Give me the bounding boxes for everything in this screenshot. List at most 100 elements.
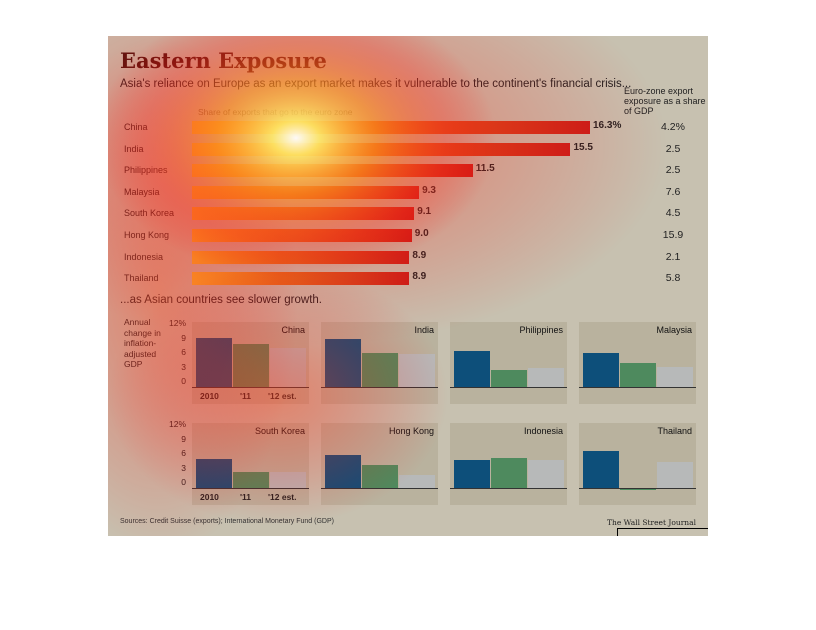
gdp-exposure-value: 7.6	[665, 185, 681, 198]
export-share-bar	[192, 142, 571, 156]
y-tick-label: 0	[181, 477, 186, 487]
growth-panel: South Korea 2010 '11 '12 est.	[192, 423, 309, 505]
country-label: China	[124, 122, 148, 132]
panel-country-name: Thailand	[657, 426, 692, 436]
export-share-bar	[192, 272, 410, 286]
panel-baseline	[192, 488, 309, 489]
growth-bar	[657, 366, 693, 388]
x-tick-label: '11	[240, 391, 252, 401]
credit-rule-tick	[617, 528, 618, 536]
y-tick-label: 9	[181, 332, 186, 343]
panel-country-name: South Korea	[254, 426, 305, 436]
y-tick-label: 6	[181, 347, 186, 357]
growth-bar	[583, 353, 619, 388]
panel-baseline	[192, 387, 309, 388]
country-label: India	[124, 143, 144, 154]
bar-value-label: 9.1	[417, 206, 432, 218]
panel-country-name: Malaysia	[656, 325, 692, 335]
growth-bar	[270, 348, 306, 388]
country-label: Hong Kong	[124, 230, 170, 240]
export-share-bar	[192, 250, 410, 264]
gdp-column-header: Euro-zone export exposure as a share of …	[624, 86, 706, 116]
panel-baseline	[579, 387, 696, 388]
publisher-credit: The Wall Street Journal	[606, 518, 696, 527]
growth-bar	[196, 337, 232, 388]
growth-bar	[399, 354, 435, 388]
bar-value-label: 8.9	[412, 249, 427, 261]
sources-note: Sources: Credit Suisse (exports); Intern…	[120, 518, 334, 525]
growth-panel: Hong Kong	[321, 423, 438, 505]
y-tick-label: 12%	[168, 419, 186, 429]
growth-bar	[362, 352, 398, 388]
bar-axis-note: Share of exports that go to the euro zon…	[198, 107, 353, 117]
growth-bar	[454, 459, 490, 489]
growth-bar	[325, 339, 361, 388]
y-tick-label: 12%	[168, 318, 186, 328]
y-tick-label: 3	[181, 462, 186, 473]
panel-baseline	[321, 488, 438, 489]
gdp-exposure-value: 15.9	[662, 229, 684, 241]
country-label: Philippines	[124, 165, 168, 176]
growth-panel: Thailand	[579, 423, 696, 505]
export-share-bar	[192, 121, 590, 134]
growth-section-title: ...as Asian countries see slower growth.	[120, 294, 322, 306]
growth-bar	[620, 362, 656, 388]
panel-country-name: China	[281, 325, 305, 335]
country-label: Thailand	[124, 273, 159, 284]
bar-value-label: 9.0	[414, 228, 429, 239]
growth-bar	[196, 459, 232, 489]
growth-bar	[454, 351, 490, 388]
y-tick-label: 9	[181, 433, 186, 444]
chart-subtitle: Asia's reliance on Europe as an export m…	[120, 78, 632, 90]
growth-bar	[491, 458, 527, 489]
growth-panel: China 2010 '11 '12 est.	[192, 322, 309, 404]
export-share-bar	[192, 185, 420, 199]
x-tick-label: 2010	[200, 492, 219, 502]
infographic: Eastern Exposure Asia's reliance on Euro…	[108, 36, 708, 536]
growth-bar	[528, 367, 564, 388]
growth-panel: Philippines	[450, 322, 567, 404]
gdp-exposure-value: 4.5	[665, 207, 681, 220]
x-tick-label: 2010	[200, 391, 219, 401]
bar-value-label: 8.9	[412, 271, 427, 283]
panel-country-name: Indonesia	[523, 426, 563, 436]
credit-rule	[617, 528, 708, 529]
panel-baseline	[579, 488, 696, 489]
gdp-exposure-value: 2.5	[665, 142, 681, 155]
growth-bar	[233, 471, 269, 489]
panel-country-name: Philippines	[519, 325, 563, 335]
x-tick-label: '11	[240, 492, 252, 502]
chart-title: Eastern Exposure	[120, 48, 327, 73]
x-tick-label: '12 est.	[268, 391, 297, 401]
country-label: South Korea	[124, 208, 175, 219]
growth-bar	[491, 370, 527, 388]
panel-baseline	[321, 387, 438, 388]
growth-bar	[583, 451, 619, 489]
panel-country-name: India	[414, 325, 434, 335]
gdp-exposure-value: 4.2%	[661, 121, 685, 133]
bar-value-label: 11.5	[475, 163, 495, 175]
export-share-bar	[192, 229, 412, 242]
panel-country-name: Hong Kong	[388, 426, 434, 436]
y-tick-label: 3	[181, 361, 186, 372]
growth-bar	[657, 462, 693, 489]
growth-bar	[399, 474, 435, 489]
gdp-exposure-value: 2.5	[665, 164, 681, 177]
y-tick-label: 6	[181, 448, 186, 458]
growth-bar	[528, 460, 564, 489]
y-tick-label: 0	[181, 376, 186, 386]
x-tick-label: '12 est.	[268, 492, 297, 502]
growth-bar	[233, 343, 269, 388]
growth-panel: Malaysia	[579, 322, 696, 404]
export-share-bar	[192, 207, 415, 221]
country-label: Indonesia	[124, 251, 164, 262]
panel-baseline	[450, 387, 567, 388]
bar-value-label: 9.3	[422, 184, 436, 196]
growth-bar	[362, 464, 398, 489]
growth-panel: Indonesia	[450, 423, 567, 505]
gdp-exposure-value: 2.1	[665, 250, 681, 263]
country-label: Malaysia	[124, 186, 160, 197]
growth-bar	[325, 455, 361, 489]
bar-value-label: 16.3%	[593, 120, 622, 131]
panel-baseline	[450, 488, 567, 489]
